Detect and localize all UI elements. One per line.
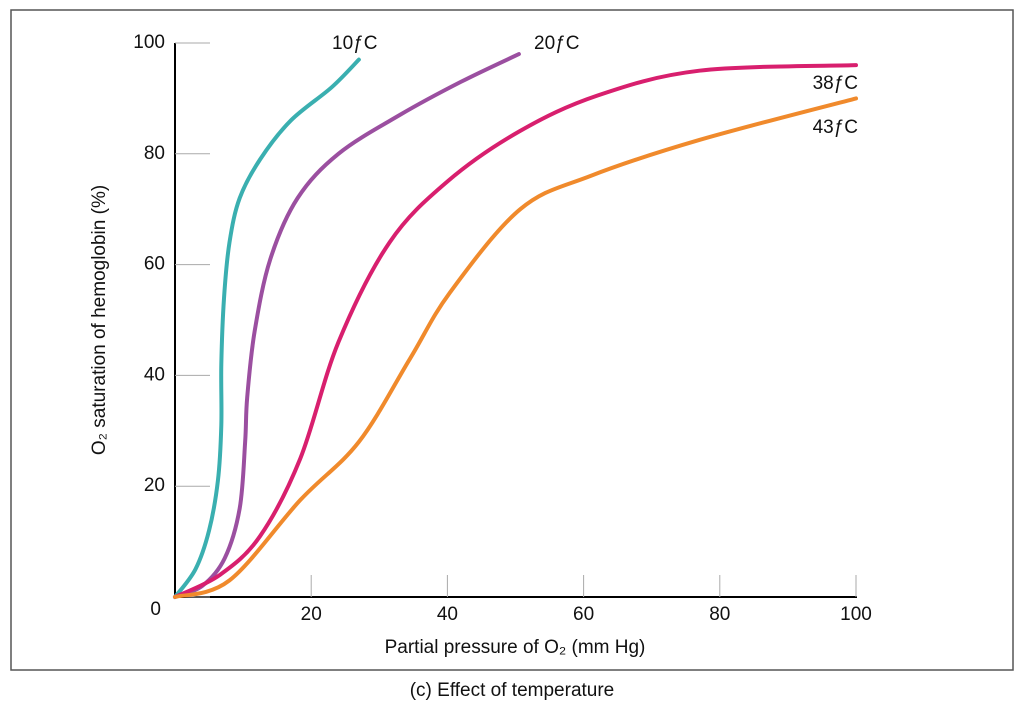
series-label: 38ƒC xyxy=(813,73,858,94)
x-tick-label: 40 xyxy=(437,604,458,625)
chart-caption: (c) Effect of temperature xyxy=(410,680,615,701)
x-tick-label: 100 xyxy=(840,604,872,625)
series-label: 10ƒC xyxy=(332,33,377,54)
y-axis-label: O₂ saturation of hemoglobin (%) xyxy=(89,185,110,455)
x-tick-label: 60 xyxy=(573,604,594,625)
y-tick-label: 20 xyxy=(144,475,165,496)
y-tick-label: 40 xyxy=(144,364,165,385)
y-tick-label: 0 xyxy=(150,599,161,620)
line xyxy=(173,52,521,599)
x-tick-label: 20 xyxy=(301,604,322,625)
frame xyxy=(10,9,1014,671)
line xyxy=(173,96,858,599)
line xyxy=(173,57,361,599)
line xyxy=(173,63,858,599)
series-label: 20ƒC xyxy=(534,33,579,54)
y-tick-label: 80 xyxy=(144,143,165,164)
series-label: 43ƒC xyxy=(813,117,858,138)
x-tick-label: 80 xyxy=(709,604,730,625)
x-axis-label: Partial pressure of O₂ (mm Hg) xyxy=(385,637,646,658)
y-tick-label: 60 xyxy=(144,254,165,275)
y-tick-label: 100 xyxy=(133,32,165,53)
